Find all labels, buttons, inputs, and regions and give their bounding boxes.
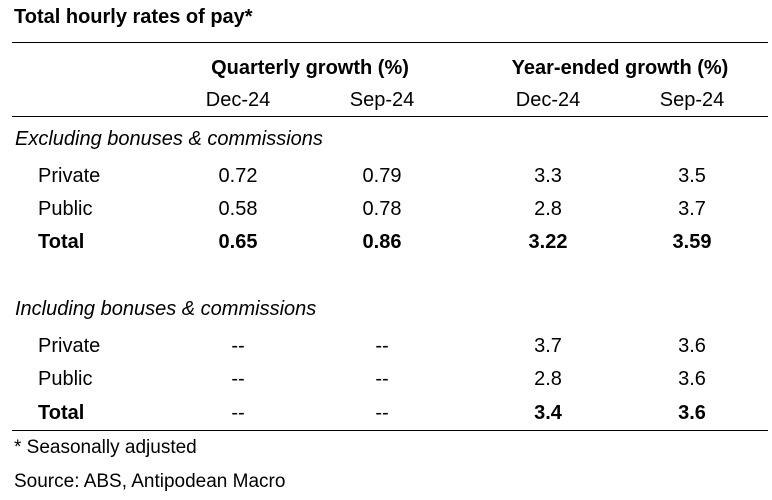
column-header: Sep-24 [659,89,725,111]
source-note: Source: ABS, Antipodean Macro [14,471,286,492]
row-value: 3.59 [672,231,712,253]
row-value: 3.6 [678,335,706,357]
row-value: -- [375,335,389,357]
column-header: Dec-24 [205,89,271,111]
row-label: Public [38,368,93,390]
row-value: 0.65 [218,231,258,253]
row-value: -- [231,402,245,424]
row-value: 2.8 [534,198,562,220]
section-heading: Excluding bonuses & commissions [15,128,323,150]
group-header-year-ended: Year-ended growth (%) [511,57,729,79]
row-value: 0.86 [362,231,402,253]
row-value: 0.79 [362,165,402,187]
row-value: 0.72 [218,165,258,187]
header-rule [12,116,768,117]
row-value: -- [231,368,245,390]
row-value: 3.5 [678,165,706,187]
row-value: 2.8 [534,368,562,390]
column-header: Dec-24 [515,89,581,111]
row-value: 0.58 [218,198,258,220]
footnote: * Seasonally adjusted [14,437,197,458]
row-value: 3.6 [678,402,706,424]
row-label: Public [38,198,93,220]
row-label: Private [38,165,101,187]
bottom-rule [12,430,768,431]
column-header: Sep-24 [349,89,415,111]
row-value: 3.4 [534,402,562,424]
row-value: -- [231,335,245,357]
row-value: 3.6 [678,368,706,390]
row-value: -- [375,402,389,424]
row-label: Total [38,402,85,424]
row-label: Total [38,231,85,253]
table-title: Total hourly rates of pay* [14,6,253,28]
top-rule [12,42,768,43]
row-value: 3.7 [678,198,706,220]
row-value: 3.22 [528,231,568,253]
row-value: 3.3 [534,165,562,187]
row-value: 0.78 [362,198,402,220]
row-value: 3.7 [534,335,562,357]
section-heading: Including bonuses & commissions [15,298,317,320]
row-label: Private [38,335,101,357]
group-header-quarterly: Quarterly growth (%) [211,57,409,79]
row-value: -- [375,368,389,390]
